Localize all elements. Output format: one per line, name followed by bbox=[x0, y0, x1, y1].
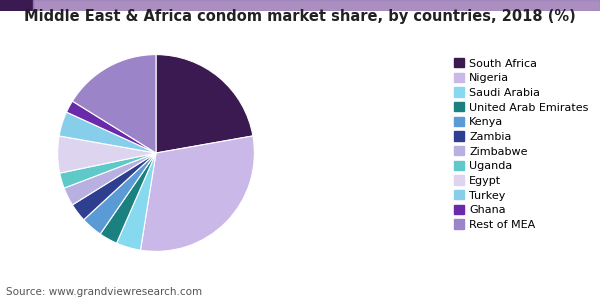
Wedge shape bbox=[58, 136, 156, 173]
Wedge shape bbox=[84, 153, 156, 234]
Legend: South Africa, Nigeria, Saudi Arabia, United Arab Emirates, Kenya, Zambia, Zimbab: South Africa, Nigeria, Saudi Arabia, Uni… bbox=[454, 58, 589, 230]
Wedge shape bbox=[140, 136, 254, 251]
Wedge shape bbox=[156, 55, 253, 153]
Wedge shape bbox=[116, 153, 156, 250]
Wedge shape bbox=[64, 153, 156, 205]
Wedge shape bbox=[67, 101, 156, 153]
Wedge shape bbox=[73, 153, 156, 220]
Wedge shape bbox=[59, 153, 156, 188]
Text: Middle East & Africa condom market share, by countries, 2018 (%): Middle East & Africa condom market share… bbox=[24, 9, 576, 24]
Wedge shape bbox=[73, 55, 156, 153]
Wedge shape bbox=[59, 112, 156, 153]
Wedge shape bbox=[100, 153, 156, 243]
Text: Source: www.grandviewresearch.com: Source: www.grandviewresearch.com bbox=[6, 287, 202, 297]
Bar bbox=[0, 0, 33, 11]
